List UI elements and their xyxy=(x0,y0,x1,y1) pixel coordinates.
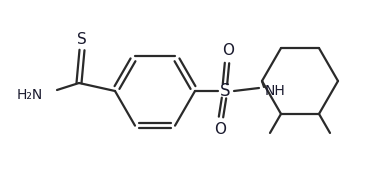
Text: S: S xyxy=(77,32,87,46)
Text: O: O xyxy=(214,122,226,138)
Text: S: S xyxy=(220,82,230,100)
Text: H₂N: H₂N xyxy=(17,88,43,102)
Text: O: O xyxy=(222,43,234,57)
Text: NH: NH xyxy=(265,84,286,98)
